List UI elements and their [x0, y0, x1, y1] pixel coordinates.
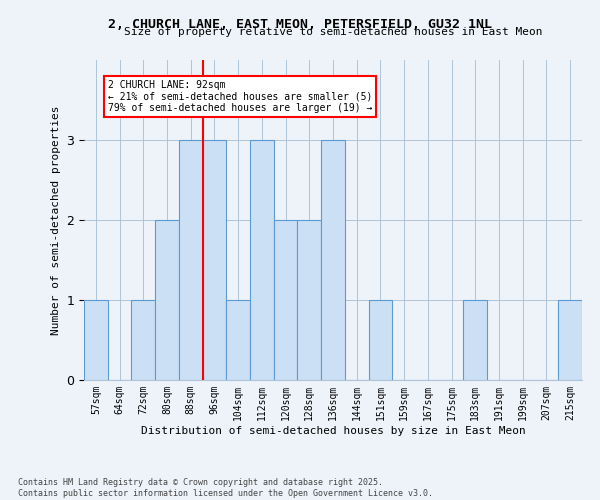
Bar — [131, 300, 155, 380]
Text: Contains HM Land Registry data © Crown copyright and database right 2025.
Contai: Contains HM Land Registry data © Crown c… — [18, 478, 433, 498]
Bar — [250, 140, 274, 380]
Text: 2, CHURCH LANE, EAST MEON, PETERSFIELD, GU32 1NL: 2, CHURCH LANE, EAST MEON, PETERSFIELD, … — [108, 18, 492, 30]
X-axis label: Distribution of semi-detached houses by size in East Meon: Distribution of semi-detached houses by … — [140, 426, 526, 436]
Bar — [203, 140, 226, 380]
Bar — [226, 300, 250, 380]
Bar — [558, 300, 582, 380]
Text: 2 CHURCH LANE: 92sqm
← 21% of semi-detached houses are smaller (5)
79% of semi-d: 2 CHURCH LANE: 92sqm ← 21% of semi-detac… — [108, 80, 372, 113]
Bar — [274, 220, 298, 380]
Bar — [321, 140, 345, 380]
Bar — [179, 140, 203, 380]
Bar — [155, 220, 179, 380]
Bar — [368, 300, 392, 380]
Y-axis label: Number of semi-detached properties: Number of semi-detached properties — [51, 106, 61, 335]
Bar — [84, 300, 108, 380]
Title: Size of property relative to semi-detached houses in East Meon: Size of property relative to semi-detach… — [124, 27, 542, 37]
Bar — [298, 220, 321, 380]
Bar — [463, 300, 487, 380]
